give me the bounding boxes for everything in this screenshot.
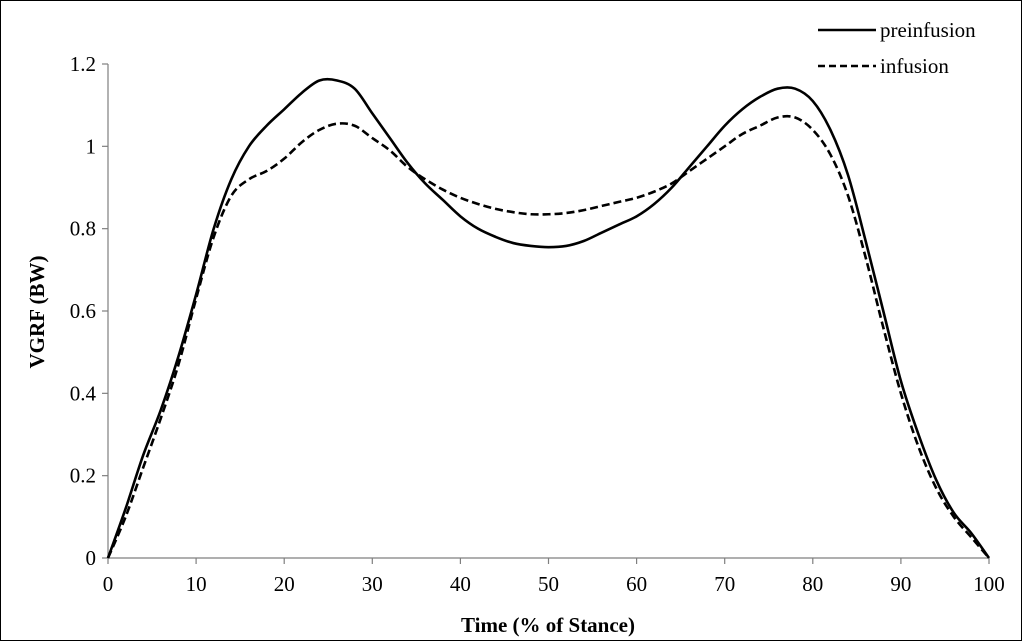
y-tick-label: 0 xyxy=(86,546,97,570)
y-axis-title: VGRF (BW) xyxy=(25,256,49,369)
y-tick-label: 0.6 xyxy=(70,299,96,323)
series-layer xyxy=(106,77,991,559)
y-tick-label: 0.2 xyxy=(70,464,96,488)
y-tick-label: 0.4 xyxy=(70,381,97,405)
x-tick-label: 30 xyxy=(362,572,383,596)
x-tick-label: 20 xyxy=(274,572,295,596)
x-tick-label: 100 xyxy=(973,572,1005,596)
x-tick-label: 40 xyxy=(450,572,471,596)
x-axis-title: Time (% of Stance) xyxy=(461,613,635,637)
x-tick-label: 70 xyxy=(714,572,735,596)
x-tick-label: 0 xyxy=(103,572,114,596)
axes: 0 0.2 0.4 0.6 0.8 1 1.2 0 10 20 30 40 50 60 70 80 90 100 xyxy=(70,52,1005,596)
x-tick-label: 90 xyxy=(890,572,911,596)
x-tick-label: 80 xyxy=(802,572,823,596)
series-line-infusion xyxy=(106,114,990,559)
series-line-preinfusion xyxy=(106,77,991,559)
legend-label-preinfusion: preinfusion xyxy=(880,18,976,42)
y-tick-label: 1 xyxy=(86,134,97,158)
x-tick-label: 60 xyxy=(626,572,647,596)
legend-label-infusion: infusion xyxy=(880,54,949,78)
x-tick-label: 50 xyxy=(538,572,559,596)
y-tick-label: 1.2 xyxy=(70,52,96,76)
x-tick-label: 10 xyxy=(186,572,207,596)
y-tick-label: 0.8 xyxy=(70,217,96,241)
legend: preinfusion infusion xyxy=(818,18,976,78)
